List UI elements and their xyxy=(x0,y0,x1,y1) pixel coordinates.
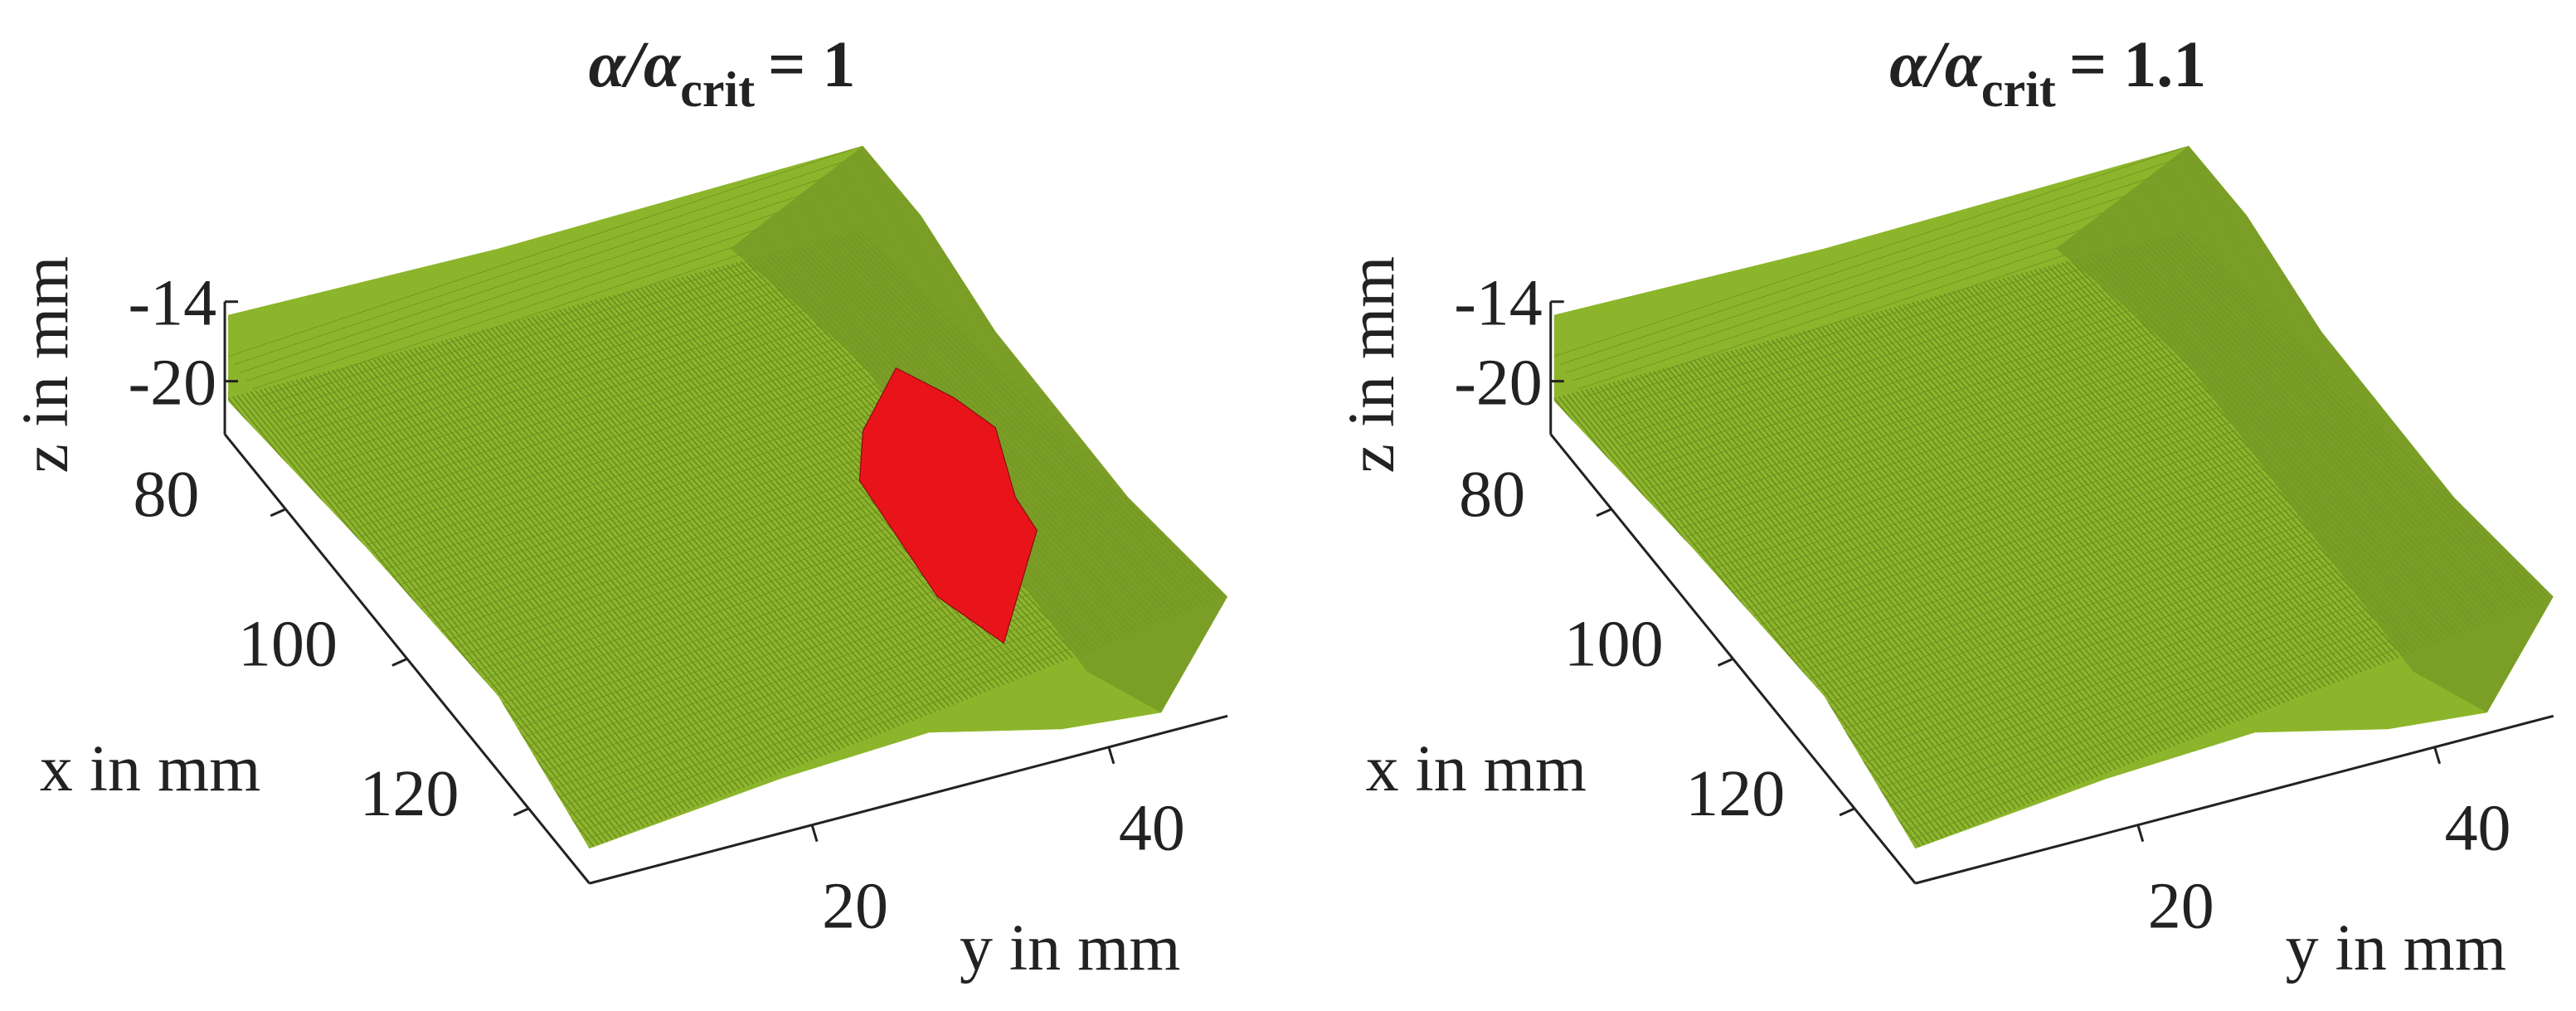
y-axis-label: y in mm xyxy=(2286,911,2506,984)
z-tick-label: -20 xyxy=(129,347,217,420)
y-tick-label: 40 xyxy=(1119,792,1185,865)
title-symbol: α/α xyxy=(1889,28,1982,101)
x-tick-label: 80 xyxy=(1459,458,1525,531)
z-axis-label: z in mm xyxy=(1335,256,1408,474)
x-tick xyxy=(1717,657,1734,667)
y-tick-label: 20 xyxy=(2148,870,2214,943)
y-axis xyxy=(1914,714,2554,885)
z-tick-label: -14 xyxy=(129,267,217,340)
y-tick xyxy=(1107,746,1115,765)
panel-title: α/αcrit = 1 xyxy=(589,28,856,117)
panel-title: α/αcrit = 1.1 xyxy=(1889,28,2206,117)
title-symbol: α/α xyxy=(589,28,682,101)
z-tick-label: -14 xyxy=(1454,267,1543,340)
x-tick xyxy=(513,807,530,817)
y-tick-label: 40 xyxy=(2445,792,2511,865)
y-tick xyxy=(810,824,819,843)
surface-wall xyxy=(2056,145,2554,713)
x-tick xyxy=(1596,508,1612,518)
title-subscript: crit xyxy=(680,62,755,117)
x-tick-label: 100 xyxy=(1564,607,1664,680)
panel: 80 100 120 20 40 -14-20 x in mm y in mm z in mm α… xyxy=(9,28,1228,984)
title-subscript: crit xyxy=(1981,62,2056,117)
y-tick-label: 20 xyxy=(822,870,888,943)
x-tick-label: 120 xyxy=(360,757,459,830)
panel: 80 100 120 20 40 -14-20 x in mm y in mm z in mm α… xyxy=(1335,28,2554,984)
x-tick-label: 100 xyxy=(238,607,338,680)
y-tick xyxy=(2433,746,2442,765)
x-tick xyxy=(391,657,408,667)
y-axis xyxy=(589,714,1228,885)
title-suffix: = 1.1 xyxy=(2069,28,2206,101)
y-tick xyxy=(2136,824,2145,843)
z-axis-label: z in mm xyxy=(9,256,82,474)
x-tick-label: 80 xyxy=(133,458,199,531)
critical-region xyxy=(858,367,1038,644)
x-tick xyxy=(1839,807,1855,817)
x-tick xyxy=(270,508,286,518)
x-tick-label: 120 xyxy=(1685,757,1785,830)
x-axis-label: x in mm xyxy=(40,732,260,805)
title-suffix: = 1 xyxy=(768,28,855,101)
y-axis-label: y in mm xyxy=(960,911,1180,984)
z-tick-label: -20 xyxy=(1454,347,1543,420)
x-axis-label: x in mm xyxy=(1366,732,1587,805)
